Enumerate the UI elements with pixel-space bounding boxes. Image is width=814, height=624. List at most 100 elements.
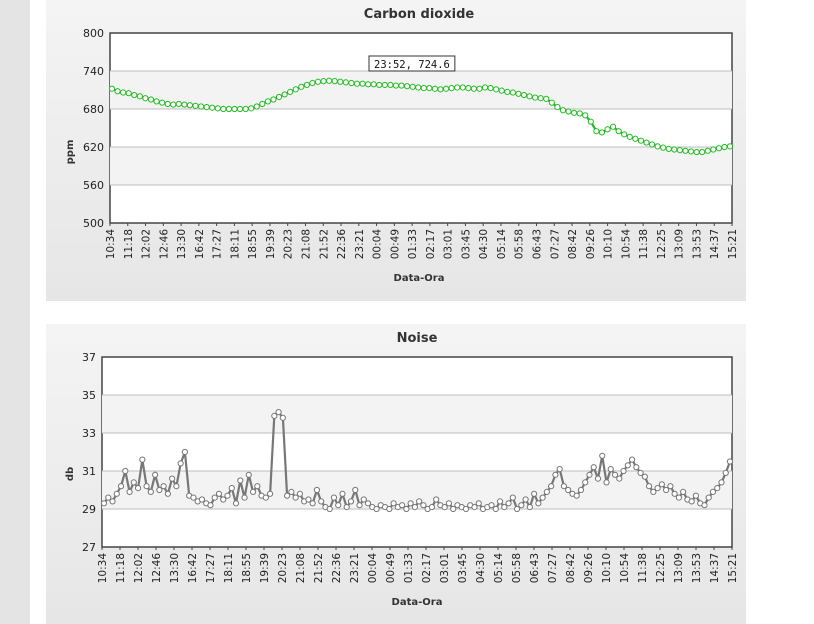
noise-data-point[interactable]	[680, 488, 687, 495]
noise-data-point[interactable]	[364, 500, 372, 507]
co2-data-point[interactable]	[582, 112, 589, 119]
co2-data-point[interactable]	[626, 133, 633, 140]
noise-data-point[interactable]	[309, 500, 316, 507]
co2-data-point[interactable]	[409, 83, 416, 90]
noise-data-point[interactable]	[701, 502, 708, 509]
co2-data-point[interactable]	[565, 108, 572, 115]
noise-data-point[interactable]	[492, 505, 499, 513]
noise-data-point[interactable]	[535, 500, 542, 507]
noise-data-point[interactable]	[560, 483, 568, 490]
noise-data-point[interactable]	[181, 448, 189, 456]
noise-data-point[interactable]	[117, 483, 125, 490]
noise-data-point[interactable]	[411, 504, 418, 511]
co2-data-point[interactable]	[331, 78, 338, 85]
co2-data-point[interactable]	[437, 86, 444, 93]
co2-data-point[interactable]	[554, 104, 561, 111]
noise-data-point[interactable]	[496, 498, 504, 505]
noise-data-point[interactable]	[654, 485, 661, 492]
noise-data-point[interactable]	[134, 485, 142, 492]
noise-data-point[interactable]	[262, 494, 269, 501]
co2-data-point[interactable]	[515, 90, 522, 97]
noise-data-point[interactable]	[726, 458, 734, 465]
co2-data-point[interactable]	[576, 110, 583, 117]
co2-data-point[interactable]	[493, 86, 500, 93]
noise-data-point[interactable]	[279, 414, 286, 421]
co2-data-point[interactable]	[682, 147, 689, 154]
co2-data-point[interactable]	[353, 80, 361, 87]
noise-data-point[interactable]	[398, 502, 406, 509]
noise-data-point[interactable]	[109, 498, 116, 505]
noise-data-point[interactable]	[616, 475, 623, 482]
co2-data-point[interactable]	[559, 107, 567, 114]
co2-data-point[interactable]	[476, 85, 483, 92]
co2-data-point[interactable]	[214, 105, 221, 112]
noise-data-point[interactable]	[441, 504, 448, 511]
co2-data-point[interactable]	[125, 90, 132, 97]
co2-data-point[interactable]	[242, 105, 249, 113]
co2-data-point[interactable]	[326, 77, 333, 84]
noise-data-point[interactable]	[709, 488, 717, 495]
noise-data-point[interactable]	[505, 500, 512, 507]
co2-data-point[interactable]	[699, 148, 706, 156]
co2-data-point[interactable]	[687, 148, 695, 155]
noise-data-point[interactable]	[164, 490, 171, 497]
noise-data-point[interactable]	[241, 494, 248, 501]
noise-data-point[interactable]	[326, 505, 333, 513]
co2-data-point[interactable]	[259, 100, 266, 108]
noise-data-point[interactable]	[722, 469, 729, 476]
co2-data-point[interactable]	[114, 88, 121, 95]
co2-data-point[interactable]	[448, 85, 455, 92]
noise-data-point[interactable]	[692, 492, 700, 499]
noise-data-point[interactable]	[688, 498, 695, 505]
noise-data-point[interactable]	[173, 483, 180, 490]
noise-data-point[interactable]	[607, 466, 614, 473]
noise-data-point[interactable]	[207, 502, 214, 509]
co2-data-point[interactable]	[504, 88, 511, 96]
co2-data-point[interactable]	[481, 84, 489, 91]
co2-data-point[interactable]	[181, 101, 188, 108]
co2-data-point[interactable]	[660, 144, 667, 151]
co2-data-point[interactable]	[314, 78, 322, 85]
noise-data-point[interactable]	[705, 494, 712, 501]
co2-data-point[interactable]	[615, 128, 622, 135]
noise-data-point[interactable]	[403, 505, 410, 513]
noise-data-point[interactable]	[548, 483, 555, 490]
noise-data-point[interactable]	[577, 486, 585, 494]
noise-data-point[interactable]	[714, 485, 721, 492]
noise-data-point[interactable]	[658, 481, 665, 488]
co2-data-point[interactable]	[643, 139, 650, 146]
noise-data-point[interactable]	[275, 409, 282, 416]
co2-data-point[interactable]	[275, 93, 283, 101]
noise-data-point[interactable]	[573, 492, 580, 499]
noise-data-point[interactable]	[139, 456, 146, 463]
co2-data-point[interactable]	[225, 105, 233, 113]
noise-data-point[interactable]	[177, 460, 184, 467]
co2-data-point[interactable]	[120, 89, 127, 96]
co2-data-point[interactable]	[654, 143, 661, 150]
noise-data-point[interactable]	[220, 496, 227, 503]
noise-data-point[interactable]	[245, 471, 252, 478]
noise-data-point[interactable]	[335, 502, 342, 509]
co2-data-point[interactable]	[159, 99, 166, 106]
co2-data-point[interactable]	[637, 137, 645, 144]
co2-data-point[interactable]	[231, 105, 238, 113]
co2-data-point[interactable]	[136, 93, 143, 100]
noise-data-point[interactable]	[100, 500, 108, 507]
noise-data-point[interactable]	[420, 502, 427, 509]
co2-data-point[interactable]	[403, 83, 411, 90]
co2-data-point[interactable]	[454, 84, 461, 91]
noise-data-point[interactable]	[105, 494, 112, 501]
noise-data-point[interactable]	[122, 467, 129, 475]
noise-data-point[interactable]	[531, 490, 538, 497]
noise-data-point[interactable]	[471, 504, 478, 511]
co2-data-point[interactable]	[704, 147, 711, 154]
noise-data-point[interactable]	[313, 486, 321, 494]
noise-data-point[interactable]	[126, 488, 133, 495]
noise-data-point[interactable]	[552, 471, 559, 478]
noise-data-point[interactable]	[156, 486, 163, 494]
co2-data-point[interactable]	[487, 85, 494, 92]
co2-data-point[interactable]	[571, 109, 578, 116]
co2-data-point[interactable]	[710, 146, 717, 153]
co2-data-point[interactable]	[170, 101, 177, 108]
co2-data-point[interactable]	[676, 147, 683, 154]
